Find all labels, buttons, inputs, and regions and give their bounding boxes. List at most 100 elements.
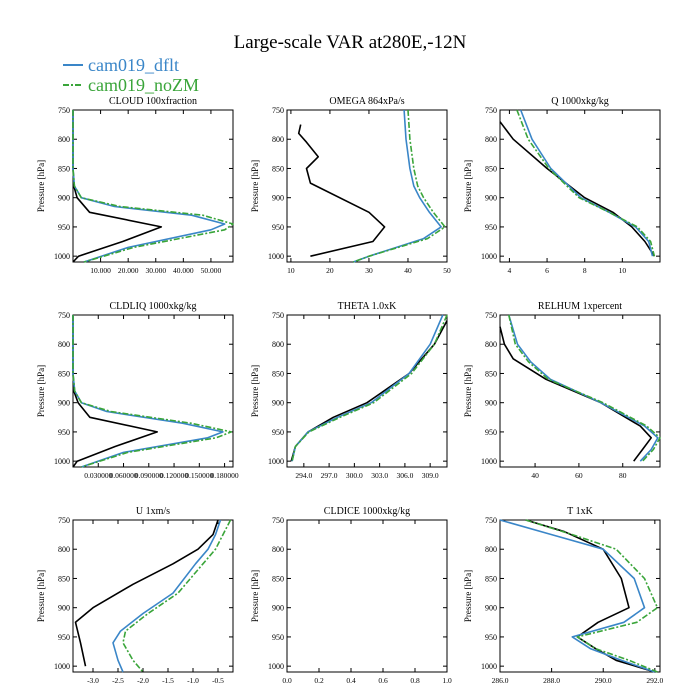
y-tick-label: 900 <box>58 604 70 613</box>
x-tick-label: 20.000 <box>118 266 139 275</box>
x-tick-label: 60 <box>575 471 583 480</box>
x-tick-label: 10.000 <box>90 266 111 275</box>
x-tick-label: 294.0 <box>295 471 312 480</box>
x-tick-label: -2.0 <box>137 676 149 685</box>
y-tick-label: 800 <box>272 135 284 144</box>
series-line-s1 <box>72 110 226 263</box>
y-tick-label: 750 <box>485 311 497 320</box>
series-line-s1 <box>112 519 222 673</box>
y-axis-label: Pressure [hPa] <box>463 570 473 622</box>
x-tick-label: 80 <box>619 471 627 480</box>
y-tick-label: 1000 <box>268 252 284 261</box>
panel-title: CLOUD 100xfraction <box>109 96 197 107</box>
y-tick-label: 900 <box>485 194 497 203</box>
y-axis-label: Pressure [hPa] <box>250 160 260 212</box>
y-tick-label: 750 <box>58 516 70 525</box>
y-tick-label: 1000 <box>54 662 70 671</box>
x-tick-label: 0.8 <box>410 676 420 685</box>
chart-panel-0: CLOUD 100xfraction Pressure [hPa] 750 800 85… <box>36 96 234 275</box>
y-axis-label: Pressure [hPa] <box>36 570 46 622</box>
plot-frame <box>286 314 448 468</box>
series-line-s1 <box>508 314 659 462</box>
y-tick-label: 850 <box>485 574 497 583</box>
x-tick-label: 0.030000 <box>84 471 112 480</box>
plot-frame <box>286 519 448 673</box>
x-tick-label: 10 <box>619 266 627 275</box>
x-tick-label: 290.0 <box>595 676 612 685</box>
y-tick-label: 850 <box>485 164 497 173</box>
panel-title: CLDICE 1000xkg/kg <box>324 506 410 517</box>
x-tick-label: -1.5 <box>162 676 174 685</box>
y-tick-label: 900 <box>272 194 284 203</box>
series-line-s1 <box>519 109 654 257</box>
x-tick-label: -1.0 <box>187 676 199 685</box>
x-tick-label: 40 <box>531 471 539 480</box>
figure-legend: cam019_dflt cam019_noZM <box>63 55 199 95</box>
x-tick-label: 0.2 <box>314 676 324 685</box>
x-tick-label: 286.0 <box>492 676 509 685</box>
y-tick-label: 850 <box>485 369 497 378</box>
y-tick-label: 950 <box>485 428 497 437</box>
x-tick-label: -0.5 <box>212 676 224 685</box>
x-tick-label: 0.180000 <box>211 471 239 480</box>
y-tick-label: 900 <box>485 604 497 613</box>
x-tick-label: 0.6 <box>378 676 388 685</box>
x-tick-label: 8 <box>583 266 587 275</box>
x-tick-label: 297.0 <box>321 471 338 480</box>
x-tick-label: 30 <box>365 266 373 275</box>
y-tick-label: 900 <box>58 399 70 408</box>
series-line-ref <box>72 315 158 468</box>
y-tick-label: 750 <box>485 516 497 525</box>
y-tick-label: 1000 <box>54 252 70 261</box>
y-tick-label: 950 <box>485 223 497 232</box>
chart-panel-2: Q 1000xkg/kg Pressure [hPa] 750 800 850 900 95… <box>463 96 661 275</box>
x-tick-label: 0.060000 <box>109 471 137 480</box>
y-tick-label: 800 <box>58 135 70 144</box>
chart-panel-3: CLDLIQ 1000xkg/kg Pressure [hPa] 750 800 850… <box>36 301 239 480</box>
series-line-s2 <box>516 109 656 257</box>
y-tick-label: 850 <box>272 369 284 378</box>
panel-title: U 1xm/s <box>136 506 170 517</box>
figure-title: Large-scale VAR at280E,-12N <box>234 32 467 53</box>
panel-title: THETA 1.0xK <box>338 301 397 312</box>
y-tick-label: 900 <box>272 399 284 408</box>
x-tick-label: 0.4 <box>346 676 356 685</box>
y-axis-label: Pressure [hPa] <box>250 365 260 417</box>
plot-frame <box>286 109 448 263</box>
y-tick-label: 950 <box>272 428 284 437</box>
series-line-s2 <box>353 109 446 263</box>
y-tick-label: 1000 <box>268 457 284 466</box>
y-tick-label: 900 <box>58 194 70 203</box>
series-line-s2 <box>508 314 661 462</box>
x-tick-label: 288.0 <box>543 676 560 685</box>
x-tick-label: 30.000 <box>145 266 166 275</box>
chart-panel-8: T 1xK Pressure [hPa] 750 800 850 900 950 1000 28… <box>463 506 664 685</box>
x-tick-label: 40.000 <box>173 266 194 275</box>
x-tick-label: 300.0 <box>346 471 363 480</box>
y-tick-label: 800 <box>58 545 70 554</box>
plot-frame <box>72 519 234 673</box>
legend-label-dflt: cam019_dflt <box>88 55 179 75</box>
series-line-s1 <box>353 109 442 263</box>
y-tick-label: 750 <box>485 106 497 115</box>
x-tick-label: 0.0 <box>282 676 292 685</box>
series-line-ref <box>499 121 656 257</box>
y-tick-label: 900 <box>272 604 284 613</box>
plot-frame <box>72 314 234 468</box>
panel-title: CLDLIQ 1000xkg/kg <box>110 301 197 312</box>
y-tick-label: 750 <box>272 311 284 320</box>
panel-title: RELHUM 1xpercent <box>538 301 622 312</box>
chart-panel-6: U 1xm/s Pressure [hPa] 750 800 850 900 950 1000… <box>36 506 234 685</box>
series-line-s1 <box>499 519 656 673</box>
series-line-s2 <box>525 519 659 673</box>
x-tick-label: 20 <box>326 266 334 275</box>
series-line-s2 <box>72 315 233 468</box>
series-line-s2 <box>291 314 448 462</box>
y-tick-label: 750 <box>272 106 284 115</box>
y-tick-label: 800 <box>58 340 70 349</box>
y-tick-label: 1000 <box>481 457 497 466</box>
series-line-s1 <box>291 314 444 462</box>
y-tick-label: 950 <box>272 223 284 232</box>
y-tick-label: 850 <box>58 164 70 173</box>
